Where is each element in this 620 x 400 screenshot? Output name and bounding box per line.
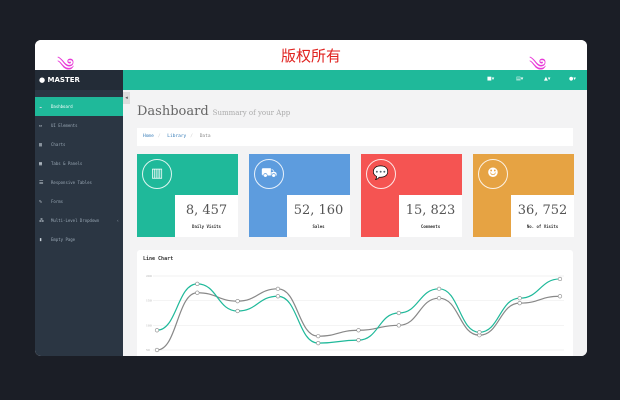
- sidebar-item-empty-page[interactable]: ▮ Empty Page: [35, 230, 123, 249]
- sidebar-item-charts[interactable]: ▥ Charts: [35, 135, 123, 154]
- sidebar-item-tabs-panels[interactable]: ▦ Tabs & Panels: [35, 154, 123, 173]
- data-point[interactable]: [235, 308, 240, 314]
- sidebar: ● MASTER ☁ Dashboard ▭ UI Elements ▥ Charts ▦ T…: [35, 70, 123, 356]
- data-point[interactable]: [195, 281, 200, 286]
- data-point[interactable]: [396, 323, 401, 328]
- stat-label: Sales: [312, 224, 325, 229]
- data-point[interactable]: [316, 334, 321, 339]
- data-point[interactable]: [517, 296, 522, 301]
- edit-icon: ✎: [39, 198, 43, 205]
- y-tick-label: 200: [146, 274, 152, 278]
- y-tick-label: 100: [146, 323, 152, 327]
- sidebar-item-label: UI Elements: [51, 123, 78, 128]
- breadcrumb-data: Data: [199, 134, 211, 139]
- y-tick-label: 50: [146, 348, 150, 352]
- stat-label: No. of Visits: [526, 224, 559, 229]
- data-point[interactable]: [437, 296, 442, 301]
- copyright-banner: ༄ 版权所有 ༄: [35, 40, 587, 76]
- stat-value: 15, 823: [405, 203, 456, 218]
- main-content: ◂ Dashboard Summary of your App Home / Lib…: [123, 90, 587, 356]
- data-point[interactable]: [437, 286, 442, 291]
- data-point[interactable]: [154, 328, 160, 333]
- stat-label: Comments: [420, 224, 441, 229]
- title-text: Dashboard: [137, 104, 209, 119]
- breadcrumb-library[interactable]: Library: [167, 134, 187, 139]
- shopping-cart-icon: ⛟: [254, 159, 284, 189]
- stat-value: 52, 160: [293, 203, 344, 218]
- dashboard-icon: ☁: [39, 103, 43, 110]
- tasks-icon[interactable]: ▤▾: [516, 76, 524, 82]
- envelope-icon[interactable]: ■▾: [487, 76, 495, 82]
- stat-card: 💬 15, 823 Comments: [361, 154, 462, 237]
- stat-label: Daily Visits: [192, 224, 221, 229]
- bell-icon[interactable]: ▲▾: [544, 76, 551, 82]
- sitemap-icon: ⁂: [39, 217, 44, 224]
- data-point[interactable]: [316, 340, 321, 346]
- sidebar-item-forms[interactable]: ✎ Forms: [35, 192, 123, 211]
- data-point[interactable]: [154, 347, 160, 353]
- banner-title: 版权所有: [280, 47, 341, 65]
- table-icon: ☰: [39, 179, 44, 186]
- data-point[interactable]: [517, 301, 522, 306]
- line-chart: 200 150 100 50: [146, 274, 564, 353]
- sidebar-item-multi-level-dropdown[interactable]: ⁂ Multi-Level Dropdown ‹: [35, 211, 123, 230]
- data-point[interactable]: [356, 338, 361, 343]
- chart-title: Line Chart: [143, 256, 174, 262]
- page-title: Dashboard Summary of your App: [137, 104, 290, 119]
- sidebar-item-responsive-tables[interactable]: ☰ Responsive Tables: [35, 173, 123, 192]
- breadcrumb: Home / Library / Data: [137, 128, 573, 146]
- sidebar-item-label: Multi-Level Dropdown: [51, 218, 100, 223]
- sidebar-item-label: Charts: [51, 142, 66, 147]
- brand[interactable]: ● MASTER: [35, 70, 123, 90]
- user-icon[interactable]: ●▾: [569, 76, 576, 82]
- chart-icon: ▥: [39, 141, 43, 148]
- sidebar-item-label: Forms: [51, 199, 64, 204]
- data-point[interactable]: [557, 294, 563, 299]
- sidebar-item-dashboard[interactable]: ☁ Dashboard: [35, 97, 123, 116]
- chevron-left-icon: ‹: [116, 218, 119, 223]
- stat-card: ▥ 8, 457 Daily Visits: [137, 154, 238, 237]
- stat-card: ⛟ 52, 160 Sales: [249, 154, 350, 237]
- sidebar-item-label: Dashboard: [51, 104, 73, 109]
- data-point[interactable]: [235, 299, 240, 304]
- breadcrumb-home[interactable]: Home: [143, 134, 154, 139]
- y-tick-label: 150: [146, 299, 152, 303]
- qrcode-icon: ▦: [39, 160, 43, 167]
- data-point[interactable]: [356, 328, 361, 333]
- sidebar-toggle-button[interactable]: ◂: [123, 92, 130, 104]
- sidebar-item-label: Tabs & Panels: [51, 161, 83, 166]
- page-subtitle: Summary of your App: [212, 109, 291, 117]
- sidebar-item-label: Empty Page: [51, 237, 76, 242]
- data-point[interactable]: [195, 290, 200, 295]
- data-point[interactable]: [396, 310, 401, 316]
- series-line: [156, 278, 561, 344]
- stat-card: ☻ 36, 752 No. of Visits: [473, 154, 574, 237]
- comments-icon: ●: [39, 76, 46, 84]
- data-point[interactable]: [477, 330, 482, 335]
- comments-icon: 💬: [366, 159, 396, 189]
- data-point[interactable]: [557, 276, 563, 282]
- file-icon: ▮: [39, 236, 43, 243]
- stat-value: 8, 457: [185, 203, 228, 218]
- data-point[interactable]: [275, 294, 280, 299]
- stat-value: 36, 752: [517, 203, 568, 218]
- data-point[interactable]: [275, 286, 280, 291]
- line-chart-panel: Line Chart 200 150 100 50: [137, 250, 573, 356]
- sidebar-item-ui-elements[interactable]: ▭ UI Elements: [35, 116, 123, 135]
- sidebar-item-label: Responsive Tables: [51, 180, 92, 185]
- desktop-icon: ▭: [39, 122, 43, 129]
- app-frame: ༄ 版权所有 ༄ ● MASTER ☁ Dashboard ▭ UI Elements…: [35, 40, 587, 356]
- brand-label: MASTER: [47, 76, 80, 84]
- users-icon: ☻: [478, 159, 508, 189]
- bar-chart-icon: ▥: [142, 159, 172, 189]
- top-navbar: ■▾ ▤▾ ▲▾ ●▾: [123, 70, 587, 90]
